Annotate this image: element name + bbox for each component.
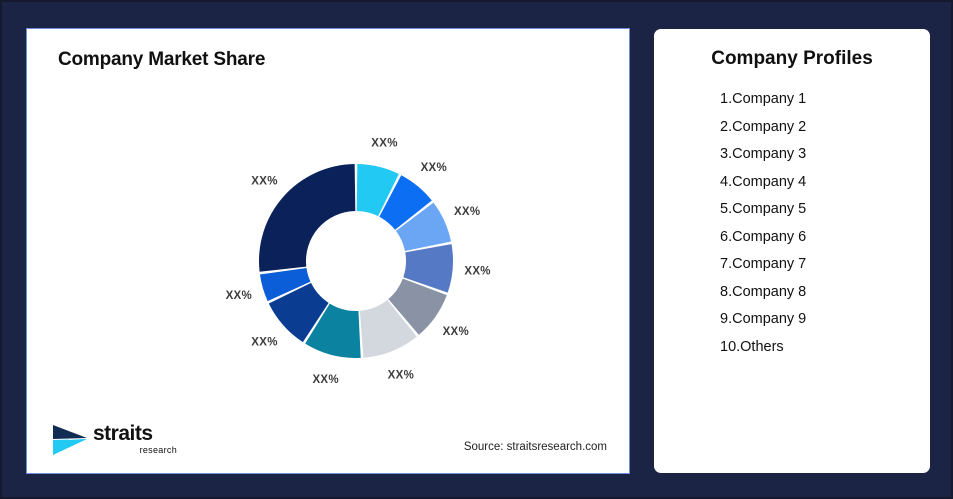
straits-research-logo: straits research	[49, 419, 179, 467]
donut-slice[interactable]	[403, 244, 453, 293]
donut-slice-labels: XX% XX% XX% XX% XX% XX% XX% XX% XX% XX%	[226, 137, 491, 386]
donut-slice[interactable]	[388, 278, 447, 335]
donut-slice[interactable]	[259, 267, 311, 302]
company-profile-item[interactable]: 2.Company 2	[720, 118, 807, 135]
donut-slice-label: XX%	[464, 266, 490, 278]
donut-slice[interactable]	[395, 202, 452, 251]
company-profile-item[interactable]: 9.Company 9	[720, 311, 807, 327]
donut-slice-label: XX%	[371, 137, 397, 149]
donut-chart: XX% XX% XX% XX% XX% XX% XX% XX% XX% XX%	[27, 29, 631, 475]
company-profile-item[interactable]: 3.Company 3	[720, 146, 807, 162]
donut-slice-label: XX%	[454, 206, 480, 218]
donut-slice-label: XX%	[226, 290, 252, 302]
donut-chart-svg: XX% XX% XX% XX% XX% XX% XX% XX% XX% XX%	[226, 137, 491, 386]
donut-slice[interactable]	[379, 175, 432, 230]
company-profile-item[interactable]: 5.Company 5	[720, 201, 807, 217]
straits-arrow-icon	[53, 425, 87, 455]
company-profiles-title: Company Profiles	[711, 48, 873, 69]
logo-research-text: research	[139, 445, 177, 455]
company-profiles-list: 1.Company 1 2.Company 2 3.Company 3 4.Compa…	[654, 70, 930, 361]
donut-slice[interactable]	[268, 282, 329, 343]
company-profile-item[interactable]: 8.Company 8	[720, 283, 807, 300]
market-share-chart-card: Company Market Share XX% XX% XX% XX% XX% XX% X…	[26, 28, 630, 474]
donut-slice-label: XX%	[251, 337, 277, 349]
company-profile-item[interactable]: 6.Company 6	[720, 228, 807, 245]
donut-slice-label: XX%	[443, 326, 469, 338]
donut-slice[interactable]	[259, 164, 356, 272]
source-note: Source: straitsresearch.com	[463, 441, 607, 453]
donut-slice[interactable]	[356, 164, 399, 217]
company-profile-item[interactable]: 4.Company 4	[720, 173, 807, 190]
donut-slice-label: XX%	[421, 162, 447, 174]
company-profile-item[interactable]: 10.Others	[720, 338, 784, 355]
donut-slice-label: XX%	[312, 374, 338, 386]
company-profile-item[interactable]: 7.Company 7	[720, 256, 807, 272]
donut-slice-label: XX%	[251, 175, 277, 187]
donut-slice-label: XX%	[388, 369, 414, 381]
donut-slices	[259, 164, 453, 358]
logo-wordmark: straits research	[93, 423, 179, 456]
donut-slice[interactable]	[359, 299, 417, 358]
logo-straits-text: straits	[93, 422, 153, 445]
chart-title: Company Market Share	[58, 49, 266, 70]
company-profile-item[interactable]: 1.Company 1	[720, 91, 807, 107]
company-profiles-card: Company Profiles 1.Company 1 2.Company 2 3…	[654, 29, 930, 473]
donut-slice[interactable]	[305, 303, 361, 358]
